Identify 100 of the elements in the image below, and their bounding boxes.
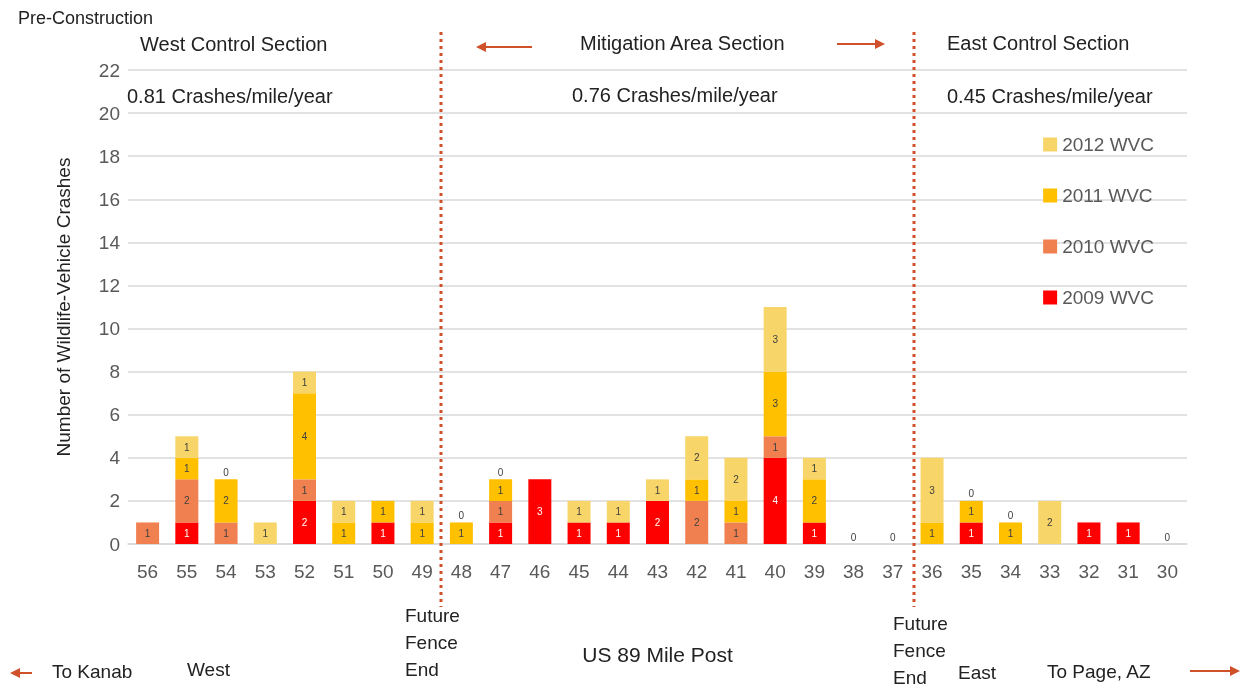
- data-label: 1: [301, 376, 308, 388]
- x-tick-label: 36: [921, 561, 943, 582]
- y-tick-label: 18: [98, 145, 120, 167]
- bar: [685, 500, 709, 544]
- data-label: 2: [811, 495, 818, 507]
- data-label: 1: [1086, 527, 1093, 539]
- data-label: 1: [497, 484, 504, 496]
- data-label: 1: [615, 506, 622, 518]
- y-tick-label: 8: [109, 361, 120, 383]
- text: West Control Section: [140, 33, 328, 55]
- bar: [646, 479, 669, 501]
- data-label: 1: [340, 527, 347, 539]
- bar: [802, 457, 826, 480]
- annotation: 0.76 Crashes/mile/year: [572, 84, 778, 106]
- bar: [1116, 522, 1140, 544]
- x-tick-label: 41: [725, 561, 747, 582]
- bar: [528, 479, 552, 544]
- data-label: 0: [968, 488, 975, 500]
- data-label: 1: [733, 506, 740, 518]
- data-label: 1: [654, 484, 661, 496]
- bar: [293, 393, 316, 480]
- x-tick-label: 35: [960, 561, 982, 582]
- x-tick-label: 54: [215, 561, 238, 582]
- data-label: 1: [1125, 527, 1132, 539]
- bar: [293, 500, 316, 544]
- x-tick-label: 45: [568, 561, 590, 582]
- legend-label: 2012 WVC: [1062, 134, 1154, 155]
- data-label: 1: [693, 484, 700, 496]
- data-label: 0: [1007, 509, 1014, 521]
- bar: [175, 479, 199, 523]
- data-label: 0: [497, 466, 504, 478]
- bar: [763, 457, 787, 544]
- bar: [763, 307, 787, 372]
- x-tick-label: 32: [1078, 561, 1100, 582]
- text: East: [958, 662, 997, 683]
- bar: [449, 522, 473, 544]
- bar: [410, 522, 434, 544]
- y-tick-label: 0: [109, 533, 120, 555]
- bar: [567, 522, 591, 544]
- y-tick-label: 20: [98, 102, 120, 124]
- y-tick-label: 16: [98, 188, 120, 210]
- x-tick-label: 31: [1117, 561, 1139, 582]
- bar: [999, 522, 1022, 544]
- data-label: 1: [811, 527, 818, 539]
- bar: [175, 522, 199, 544]
- data-label: 0: [223, 466, 230, 478]
- bar: [214, 522, 238, 544]
- data-label: 0: [458, 509, 465, 521]
- x-tick-label: 46: [529, 561, 551, 582]
- data-label: 1: [340, 506, 347, 518]
- data-label: 3: [772, 398, 779, 410]
- y-tick-label: 22: [98, 59, 120, 81]
- data-label: 1: [576, 506, 583, 518]
- text: Mitigation Area Section: [580, 32, 785, 54]
- data-label: 2: [654, 516, 661, 528]
- text: Future Fence End: [405, 605, 466, 680]
- y-tick-label: 2: [109, 490, 120, 512]
- bar: [371, 500, 395, 523]
- data-label: 3: [929, 484, 936, 496]
- data-label: 2: [693, 516, 700, 528]
- data-label: 1: [458, 527, 465, 539]
- x-tick-label: 42: [686, 561, 708, 582]
- data-label: 3: [537, 506, 544, 518]
- x-tick-label: 56: [137, 561, 159, 582]
- data-label: 1: [184, 441, 191, 453]
- x-tick-label: 44: [607, 561, 630, 582]
- x-tick-label: 55: [176, 561, 198, 582]
- data-label: 4: [772, 495, 779, 507]
- bar: [802, 479, 826, 523]
- x-tick-label: 52: [293, 561, 316, 582]
- data-label: 1: [615, 527, 622, 539]
- data-label: 1: [223, 527, 230, 539]
- annotation: 0.81 Crashes/mile/year: [127, 85, 333, 107]
- x-tick-label: 43: [646, 561, 669, 582]
- data-label: 2: [301, 516, 308, 528]
- bar: [489, 500, 513, 523]
- x-tick-label: 30: [1156, 561, 1178, 582]
- x-tick-label: 39: [803, 561, 825, 582]
- bar: [332, 500, 356, 523]
- bar: [136, 522, 160, 544]
- x-tick-label: 49: [411, 561, 433, 582]
- bar: [253, 522, 277, 544]
- data-label: 2: [223, 495, 230, 507]
- bar: [763, 371, 787, 437]
- data-label: 1: [1007, 527, 1014, 539]
- data-label: 2: [693, 452, 700, 464]
- bar: [802, 522, 826, 544]
- data-label: 1: [144, 527, 151, 539]
- data-label: 1: [419, 527, 426, 539]
- bar: [371, 522, 395, 544]
- data-label: 1: [184, 463, 191, 475]
- bar: [489, 522, 513, 544]
- bar: [606, 500, 630, 523]
- y-tick-label: 14: [98, 231, 121, 253]
- legend-label: 2009 WVC: [1062, 287, 1154, 308]
- x-tick-label: 48: [450, 561, 472, 582]
- bar: [175, 457, 199, 480]
- bar: [489, 479, 513, 501]
- annotation: 0.45 Crashes/mile/year: [947, 85, 1153, 107]
- data-label: 2: [1046, 516, 1053, 528]
